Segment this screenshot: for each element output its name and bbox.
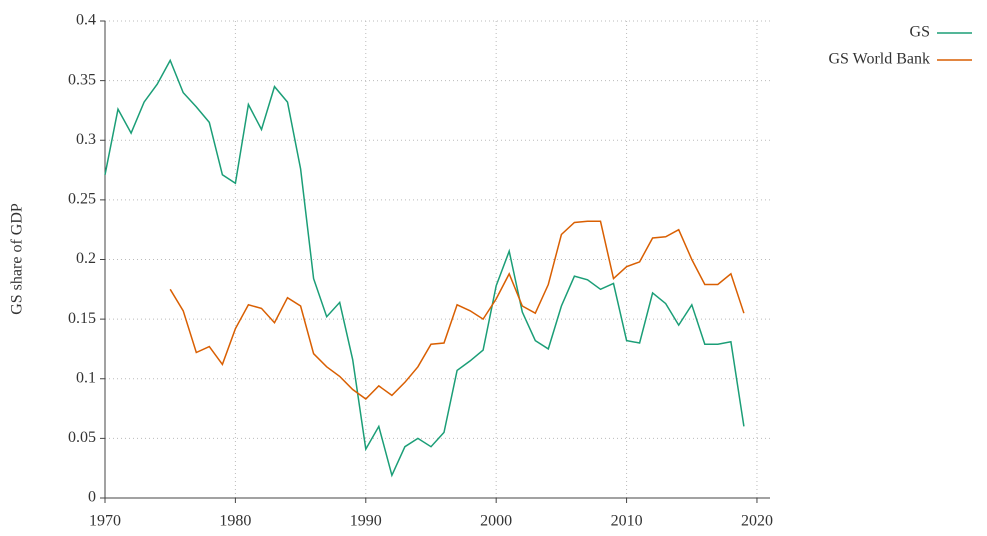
x-tick-label: 1980 — [219, 513, 251, 530]
legend-label: GS World Bank — [828, 51, 930, 68]
series-line — [104, 58, 745, 478]
series-line — [169, 220, 745, 400]
y-tick-label: 0 — [88, 489, 96, 506]
y-tick-label: 0.25 — [68, 191, 96, 208]
y-tick-label: 0.1 — [76, 369, 96, 386]
y-tick-label: 0.4 — [76, 12, 96, 29]
y-tick-label: 0.3 — [76, 131, 96, 148]
y-axis-label: GS share of GDP — [9, 203, 26, 315]
x-tick-label: 2010 — [611, 513, 643, 530]
x-tick-label: 1970 — [89, 513, 121, 530]
y-tick-label: 0.05 — [68, 429, 96, 446]
legend-label: GS — [910, 24, 930, 41]
x-tick-label: 1990 — [350, 513, 382, 530]
x-tick-label: 2000 — [480, 513, 512, 530]
x-tick-label: 2020 — [741, 513, 773, 530]
y-tick-label: 0.2 — [76, 250, 96, 267]
y-tick-label: 0.35 — [68, 71, 96, 88]
y-tick-label: 0.15 — [68, 310, 96, 327]
